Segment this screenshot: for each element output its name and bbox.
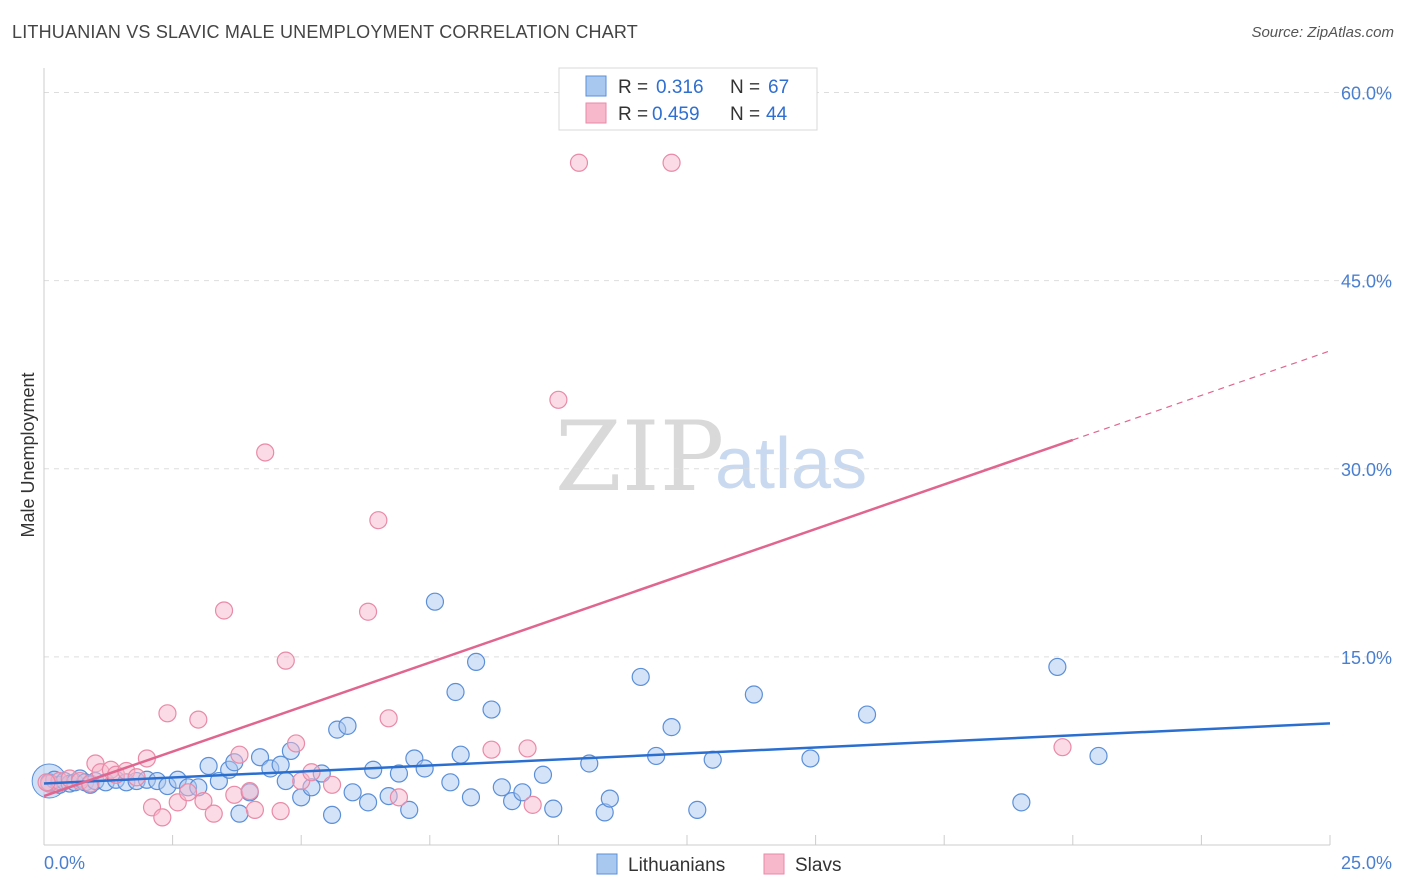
legend-swatch-slavs xyxy=(585,102,607,124)
lithuanian-point-63 xyxy=(688,800,707,819)
slav-point-22 xyxy=(230,745,249,764)
lithuanian-point-44 xyxy=(415,759,434,778)
slav-point-19 xyxy=(204,804,223,823)
slav-point-27 xyxy=(276,651,295,670)
lithuanian-point-39 xyxy=(364,760,383,779)
points-layer xyxy=(31,153,1108,827)
lithuanian-point-42 xyxy=(400,800,419,819)
legend-swatch-lithuanians xyxy=(585,75,607,97)
lithuanian-point-24 xyxy=(230,804,249,823)
lithuanian-point-47 xyxy=(446,682,465,702)
lithuanian-point-60 xyxy=(631,667,650,687)
lithuanian-point-29 xyxy=(276,771,295,791)
legend-n-label-1: N = xyxy=(730,77,760,98)
legend-n-value-1: 67 xyxy=(768,77,789,98)
slav-point-17 xyxy=(189,710,208,729)
bottom-legend-label-lithuanians: Lithuanians xyxy=(628,855,725,876)
bottom-legend: Lithuanians Slavs xyxy=(596,853,841,876)
lithuanian-point-41 xyxy=(389,764,409,783)
bottom-legend-swatch-slavs xyxy=(763,853,785,875)
slav-point-37 xyxy=(518,739,537,758)
lithuanian-point-65 xyxy=(744,685,763,704)
bottom-legend-label-slavs: Slavs xyxy=(795,855,841,876)
slav-point-26 xyxy=(271,802,290,821)
slav-point-10 xyxy=(127,768,146,787)
slav-point-18 xyxy=(194,792,213,811)
lithuanian-point-59 xyxy=(600,789,619,808)
grid-layer xyxy=(44,92,1392,658)
watermark-zip: ZIP xyxy=(555,401,724,513)
lithuanian-point-51 xyxy=(482,700,501,719)
slav-point-21 xyxy=(225,785,244,804)
slav-point-23 xyxy=(240,781,259,801)
slav-point-24 xyxy=(245,800,265,819)
legend-r-value-1: 0.316 xyxy=(656,77,704,98)
legend-r-label-2: R = xyxy=(618,104,648,125)
slav-point-28 xyxy=(286,734,306,753)
x-tick-label-0: 0.0% xyxy=(44,853,85,873)
lithuanian-point-36 xyxy=(338,716,357,735)
lithuanian-point-20 xyxy=(199,756,218,776)
bottom-legend-swatch-lithuanians xyxy=(596,853,618,875)
slav-point-32 xyxy=(358,602,378,621)
legend-n-label-2: N = xyxy=(730,104,760,125)
slav-point-38 xyxy=(523,795,542,814)
lithuanians-trendline xyxy=(43,722,1331,785)
x-tick-label-1: 25.0% xyxy=(1341,853,1392,873)
lithuanian-point-49 xyxy=(461,788,481,807)
slav-point-33 xyxy=(369,511,388,530)
y-tick-label-2: 45.0% xyxy=(1341,272,1392,292)
slav-point-16 xyxy=(178,783,198,802)
axis-layer: 15.0% 30.0% 45.0% 60.0% 0.0% 25.0% xyxy=(43,68,1392,873)
slav-point-25 xyxy=(256,443,275,462)
lithuanian-point-52 xyxy=(492,778,511,797)
slav-point-14 xyxy=(158,704,177,723)
y-tick-label-1: 30.0% xyxy=(1341,460,1392,480)
lithuanian-point-37 xyxy=(343,783,362,802)
slav-point-42 xyxy=(1053,738,1072,757)
lithuanian-point-66 xyxy=(801,749,820,768)
lithuanian-point-26 xyxy=(250,748,270,767)
slav-point-36 xyxy=(482,740,501,759)
slavs-trendline xyxy=(43,438,1074,798)
slav-point-39 xyxy=(549,390,568,409)
legend-r-value-2: 0.459 xyxy=(652,104,700,125)
lithuanian-point-69 xyxy=(1048,657,1067,677)
lithuanian-point-67 xyxy=(857,705,877,724)
lithuanian-point-46 xyxy=(441,773,460,792)
lithuanian-point-50 xyxy=(466,652,486,672)
slav-point-34 xyxy=(379,709,398,728)
lithuanian-point-56 xyxy=(544,799,563,818)
lithuanian-point-45 xyxy=(425,592,445,611)
trend-layer xyxy=(43,350,1331,798)
lithuanian-point-38 xyxy=(358,793,378,812)
legend-n-value-2: 44 xyxy=(766,104,788,125)
slav-point-35 xyxy=(389,788,409,807)
lithuanian-point-34 xyxy=(322,805,342,825)
y-tick-label-0: 15.0% xyxy=(1341,648,1392,668)
chart-source: Source: ZipAtlas.com xyxy=(1251,24,1394,41)
slavs-trendline-extension xyxy=(1072,350,1331,441)
lithuanian-point-70 xyxy=(1089,746,1108,766)
lithuanian-point-68 xyxy=(1012,793,1031,812)
slav-point-13 xyxy=(153,808,172,827)
legend-r-label-1: R = xyxy=(618,77,648,98)
slav-point-31 xyxy=(322,775,342,794)
y-tick-label-3: 60.0% xyxy=(1341,84,1392,104)
slav-point-41 xyxy=(662,153,681,172)
slav-point-40 xyxy=(569,153,589,172)
watermark-atlas: atlas xyxy=(715,424,867,504)
lithuanian-point-62 xyxy=(662,718,681,737)
chart-title: LITHUANIAN VS SLAVIC MALE UNEMPLOYMENT C… xyxy=(12,22,638,42)
lithuanian-point-54 xyxy=(513,783,532,802)
legend-box: R = 0.316 N = 67 R = 0.459 N = 44 xyxy=(558,67,818,131)
lithuanian-point-48 xyxy=(451,745,470,764)
watermark: ZIP atlas xyxy=(555,401,867,513)
lithuanian-point-55 xyxy=(533,765,553,784)
y-axis-label: Male Unemployment xyxy=(18,372,38,537)
slav-point-20 xyxy=(214,601,234,620)
